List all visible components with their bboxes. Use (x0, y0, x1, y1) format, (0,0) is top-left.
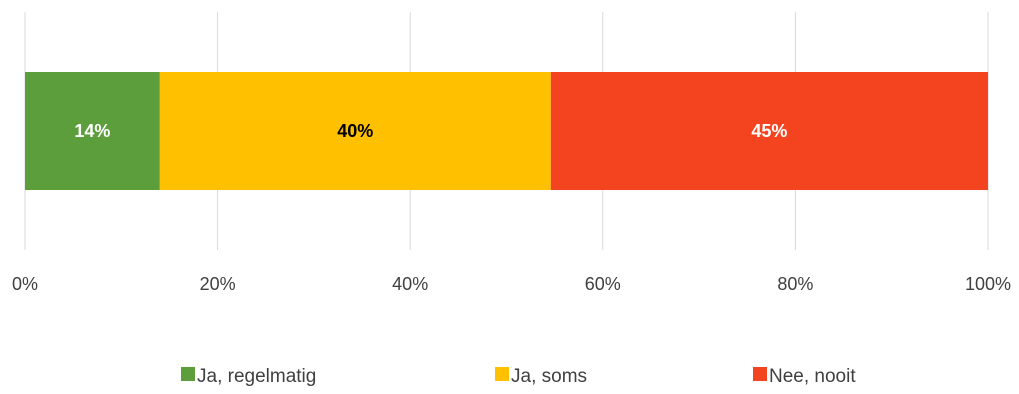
x-tick-label: 40% (392, 274, 428, 294)
data-label: 40% (337, 121, 373, 141)
legend-swatch (753, 367, 767, 381)
x-tick-label: 60% (585, 274, 621, 294)
segment-labels: 14% 40% 45% (74, 121, 787, 141)
legend: Ja, regelmatig Ja, soms Nee, nooit (181, 366, 856, 387)
legend-swatch (495, 367, 509, 381)
x-tick-label: 0% (12, 274, 38, 294)
legend-label: Ja, regelmatig (197, 366, 316, 387)
x-tick-label: 20% (200, 274, 236, 294)
bar-segment (159, 72, 551, 190)
x-axis-tick-labels: 0% 20% 40% 60% 80% 100% (12, 274, 1011, 294)
bar-segment (25, 72, 160, 190)
bar-segments (25, 72, 988, 190)
bar-segment (550, 72, 988, 190)
legend-label: Ja, soms (511, 366, 587, 387)
data-label: 14% (74, 121, 110, 141)
data-label: 45% (751, 121, 787, 141)
legend-swatch (181, 367, 195, 381)
legend-label: Nee, nooit (769, 366, 856, 387)
x-tick-label: 100% (965, 274, 1011, 294)
x-tick-label: 80% (777, 274, 813, 294)
